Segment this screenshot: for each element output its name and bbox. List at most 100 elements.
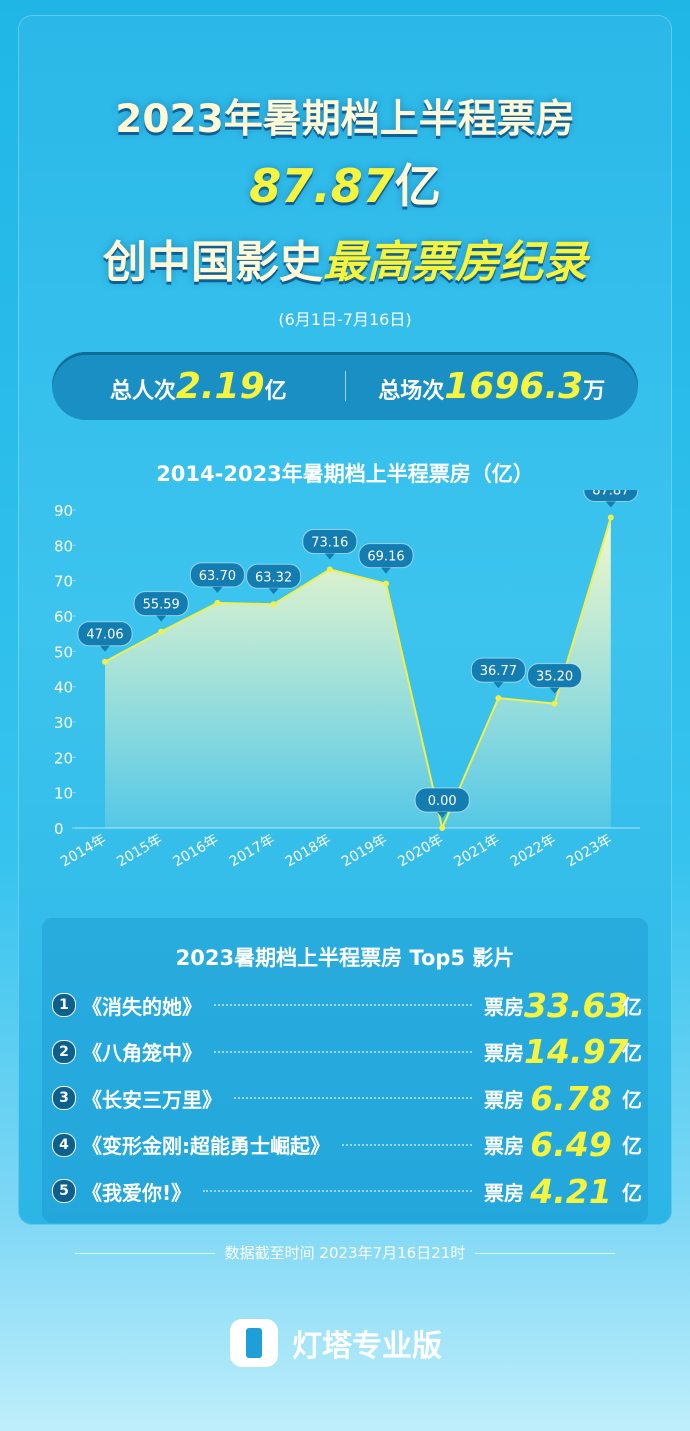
leader-dots xyxy=(214,1050,472,1053)
y-tick-label: 30 xyxy=(54,714,73,732)
y-tick-label: 10 xyxy=(54,785,73,803)
box-office-value: 6.49 xyxy=(530,1125,612,1164)
x-tick-label: 2018年 xyxy=(283,832,334,871)
logo-icon xyxy=(230,1319,278,1367)
stat-label: 总人次 xyxy=(109,378,176,404)
x-tick-label: 2019年 xyxy=(339,832,390,871)
logo: 灯塔专业版 xyxy=(230,1318,470,1368)
box-office-label: 票房 xyxy=(484,1134,524,1158)
data-label: 36.77 xyxy=(480,664,517,679)
movie-title: 《我爱你!》 xyxy=(82,1180,192,1205)
data-label: 63.70 xyxy=(199,569,236,584)
total-unit: 亿 xyxy=(394,159,441,213)
rank-badge: 5 xyxy=(52,1179,76,1203)
label-pointer xyxy=(324,553,335,560)
top5-row: 5 《我爱你!》 票房 4.21 亿 xyxy=(52,1171,642,1211)
movie-title: 《八角笼中》 xyxy=(82,1041,202,1065)
box-office-unit: 亿 xyxy=(622,1134,642,1158)
stats-pill: 总人次2.19亿 总场次1696.3万 xyxy=(52,352,638,420)
x-tick-label: 2015年 xyxy=(114,832,165,871)
x-tick-label: 2017年 xyxy=(227,832,278,871)
stat-admissions: 总人次2.19亿 xyxy=(52,366,345,407)
point xyxy=(607,514,614,521)
stat-unit: 万 xyxy=(583,378,606,404)
label-pointer xyxy=(549,687,560,694)
top5-row: 3 《长安三万里》 票房 6.78 亿 xyxy=(52,1078,642,1118)
separator xyxy=(344,371,346,401)
point xyxy=(102,658,108,665)
label-pointer xyxy=(381,567,391,574)
data-label: 0.00 xyxy=(428,794,457,809)
stat-value: 1696.3 xyxy=(444,365,584,407)
data-label: 73.16 xyxy=(311,536,348,551)
box-office-unit: 亿 xyxy=(622,1087,642,1112)
point xyxy=(551,700,558,707)
top5-row: 4 《变形金刚:超能勇士崛起》 票房 6.49 亿 xyxy=(52,1125,642,1165)
stat-unit: 亿 xyxy=(264,378,287,404)
label-bubble xyxy=(527,663,583,689)
box-office-value: 14.97 xyxy=(524,1032,629,1071)
x-tick-label: 2022年 xyxy=(508,832,559,871)
x-tick-label: 2020年 xyxy=(395,832,446,871)
movie-title: 《变形金刚:超能勇士崛起》 xyxy=(82,1134,330,1158)
y-tick-label: 20 xyxy=(54,749,73,767)
box-office-label: 票房 xyxy=(484,994,524,1019)
x-tick-label: 2021年 xyxy=(451,832,502,871)
label-bubble xyxy=(77,621,133,647)
headline: 2023年暑期档上半程票房 xyxy=(115,97,575,142)
label-pointer xyxy=(493,682,504,689)
top5-panel xyxy=(42,918,648,1223)
chart: 0 10 20 30 40 50 60 70 80 90 47.06 55.59 63.70 63.32 7… xyxy=(54,490,640,871)
footnote-text: 数据截至时间 2023年7月16日21时 xyxy=(224,1244,466,1262)
stat-label: 总场次 xyxy=(378,378,445,404)
top5-title: 2023暑期档上半程票房 Top5 影片 xyxy=(175,946,515,970)
point xyxy=(214,599,221,606)
total-value: 87.87 xyxy=(249,159,395,213)
stat-value: 2.19 xyxy=(175,365,265,407)
headline-record: 创中国影史最高票房纪录 xyxy=(0,226,690,290)
rank-badge: 4 xyxy=(52,1132,76,1157)
record-prefix: 创中国影史 xyxy=(103,237,323,288)
movie-title: 《消失的她》 xyxy=(82,994,202,1019)
movie-title: 《长安三万里》 xyxy=(82,1087,222,1112)
y-tick-label: 50 xyxy=(54,643,73,661)
point xyxy=(439,825,446,831)
box-office-value: 6.78 xyxy=(530,1078,612,1118)
area xyxy=(105,517,611,828)
x-tick-label: 2016年 xyxy=(170,832,221,871)
leader-dots xyxy=(234,1097,472,1099)
y-tick-label: 0 xyxy=(54,820,64,838)
y-tick-label: 70 xyxy=(54,573,73,591)
data-label: 69.16 xyxy=(367,550,404,565)
leader-dots xyxy=(203,1190,472,1192)
x-tick-label: 2023年 xyxy=(564,832,615,871)
label-pointer xyxy=(100,645,110,652)
record-highlight: 最高票房纪录 xyxy=(323,237,587,288)
label-pointer xyxy=(268,588,279,595)
headline-total: 87.87亿 xyxy=(0,150,690,216)
data-label: 87.87 xyxy=(592,490,629,499)
top5-row: 2 《八角笼中》 票房 14.97 亿 xyxy=(52,1032,642,1072)
leader-dots xyxy=(342,1143,472,1146)
box-office-unit: 亿 xyxy=(622,994,642,1019)
rank-badge: 3 xyxy=(52,1086,76,1110)
point xyxy=(270,601,277,608)
data-label: 35.20 xyxy=(536,670,573,685)
label-pointer xyxy=(156,615,167,622)
date-range: (6月1日-7月16日) xyxy=(278,310,412,329)
footnote: 数据截至时间 2023年7月16日21时 xyxy=(0,1242,690,1263)
data-label: 63.32 xyxy=(255,570,292,585)
chart-title: 2014-2023年暑期档上半程票房（亿） xyxy=(156,462,534,486)
label-bubble xyxy=(358,543,414,569)
point xyxy=(383,580,389,587)
box-office-label: 票房 xyxy=(484,1180,524,1205)
line xyxy=(104,517,612,832)
y-tick-label: 40 xyxy=(54,679,73,697)
top5-row: 1 《消失的她》 票房 33.63 亿 xyxy=(52,985,642,1025)
point xyxy=(158,628,165,635)
label-pointer xyxy=(437,812,448,818)
label-pointer xyxy=(605,501,616,508)
point xyxy=(495,695,502,702)
box-office-unit: 亿 xyxy=(622,1180,642,1205)
